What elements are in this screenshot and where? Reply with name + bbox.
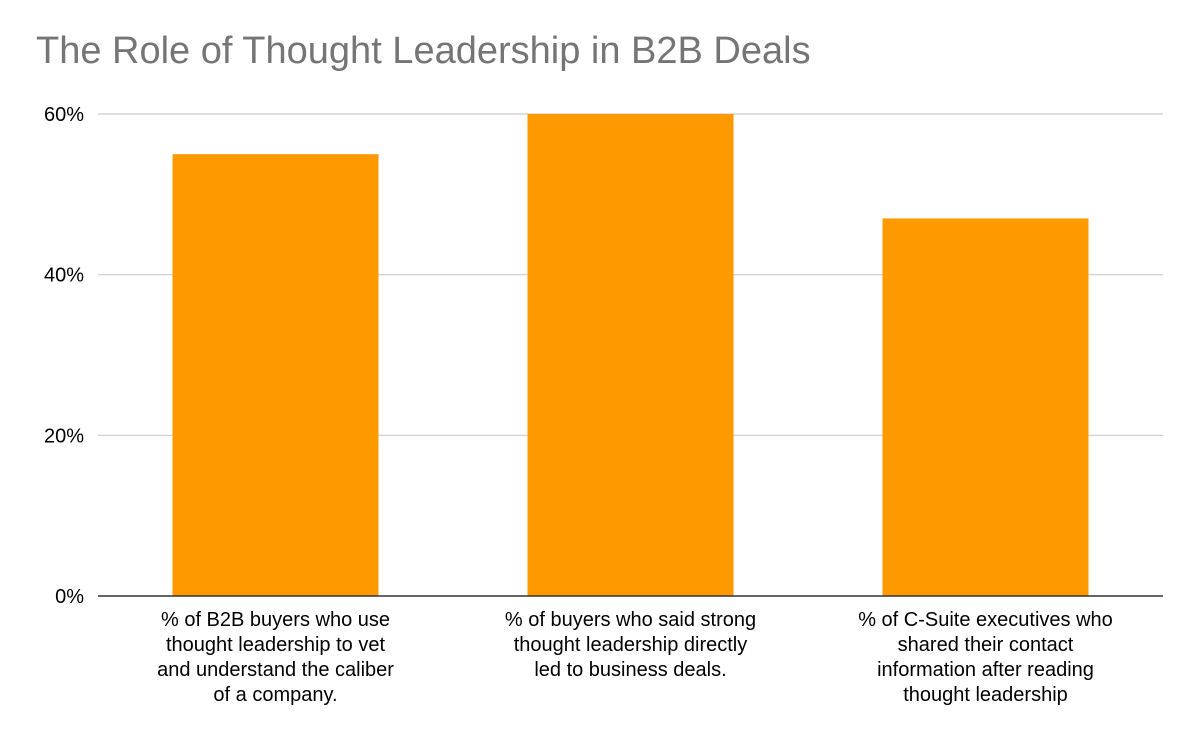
x-category-label-line: thought leadership directly (514, 634, 747, 656)
x-category-label-line: of a company. (213, 684, 337, 706)
y-tick-label: 40% (44, 265, 84, 287)
y-tick-label: 20% (44, 425, 84, 447)
chart-title: The Role of Thought Leadership in B2B De… (36, 30, 811, 72)
x-category-labels: % of B2B buyers who use thought leadershi… (157, 609, 1113, 706)
x-category-label-line: % of B2B buyers who use (161, 609, 390, 631)
x-category-label-line: thought leadership (903, 684, 1068, 706)
x-category-label-line: % of buyers who said strong (505, 609, 756, 631)
y-tick-label: 60% (44, 104, 84, 126)
bar (172, 154, 379, 596)
x-category-label: % of buyers who said strong thought leade… (505, 609, 756, 681)
x-category-label-line: led to business deals. (534, 659, 726, 681)
bars (172, 114, 1089, 596)
x-category-label: % of B2B buyers who use thought leadershi… (157, 609, 394, 706)
bar (882, 218, 1089, 596)
y-tick-labels: 0% 20% 40% 60% (44, 104, 84, 608)
y-tick-label: 0% (55, 586, 84, 608)
x-category-label-line: and understand the caliber (157, 659, 394, 681)
x-category-label: % of C-Suite executives who shared their … (858, 609, 1113, 706)
x-category-label-line: % of C-Suite executives who (858, 609, 1113, 631)
bar (527, 114, 734, 596)
x-category-label-line: thought leadership to vet (166, 634, 385, 656)
x-category-label-line: information after reading (877, 659, 1094, 681)
x-category-label-line: shared their contact (898, 634, 1074, 656)
